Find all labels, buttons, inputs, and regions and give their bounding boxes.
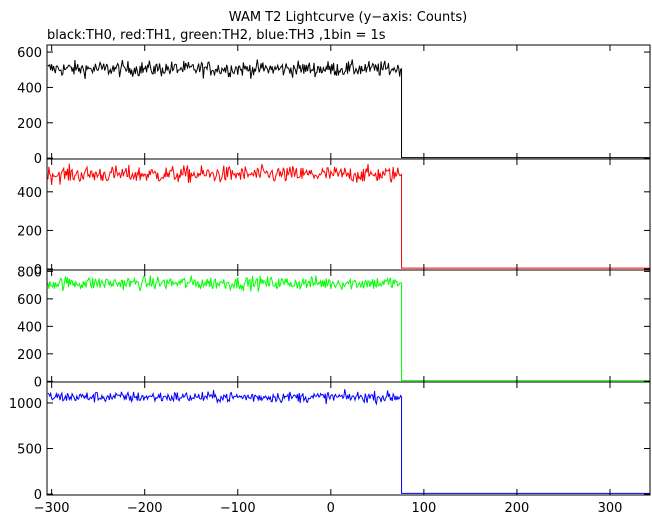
x-tick-label: 300 bbox=[598, 501, 623, 515]
x-tick-label: 200 bbox=[505, 501, 530, 515]
x-tick-label: 100 bbox=[411, 501, 436, 515]
y-tick-label: 200 bbox=[17, 348, 42, 363]
x-tick-label: −200 bbox=[127, 501, 163, 515]
x-tick-label: −100 bbox=[220, 501, 256, 515]
y-tick-label: 800 bbox=[17, 265, 42, 280]
x-tick-label: −300 bbox=[34, 501, 70, 515]
chart-title: WAM T2 Lightcurve (y−axis: Counts) bbox=[229, 10, 467, 25]
panel-th2: 0 200 400 600 800 bbox=[17, 265, 651, 390]
y-tick-label: 600 bbox=[17, 46, 42, 61]
y-tick-label: 0 bbox=[34, 152, 42, 167]
y-tick-label: 400 bbox=[17, 320, 42, 335]
panel-frame bbox=[46, 269, 651, 383]
y-tick-label: 200 bbox=[17, 224, 42, 239]
y-tick-label: 1000 bbox=[9, 397, 42, 412]
y-tick-label: 400 bbox=[17, 81, 42, 96]
series-line-th0 bbox=[47, 59, 650, 159]
chart-subtitle: black:TH0, red:TH1, green:TH2, blue:TH3 … bbox=[47, 28, 386, 43]
series-line-th1 bbox=[47, 163, 650, 269]
series-line-th2 bbox=[47, 275, 650, 382]
y-tick-label: 400 bbox=[17, 186, 42, 201]
panel-frame bbox=[46, 381, 651, 496]
panel-th1: 0 200 400 bbox=[17, 158, 651, 278]
y-tick-label: 600 bbox=[17, 293, 42, 308]
y-tick-label: 0 bbox=[34, 263, 42, 278]
y-tick-label: 200 bbox=[17, 117, 42, 132]
panel-th0: 0 200 400 600 bbox=[17, 44, 651, 167]
panel-th3: 0 500 1000 bbox=[9, 381, 651, 503]
series-line-th3 bbox=[47, 389, 650, 494]
plot-area: 02004006000200400020040060080005001000−3… bbox=[9, 44, 651, 515]
y-tick-label: 0 bbox=[34, 488, 42, 503]
y-tick-label: 500 bbox=[17, 443, 42, 458]
y-tick-label: 0 bbox=[34, 375, 42, 390]
x-tick-label: 0 bbox=[327, 501, 335, 515]
